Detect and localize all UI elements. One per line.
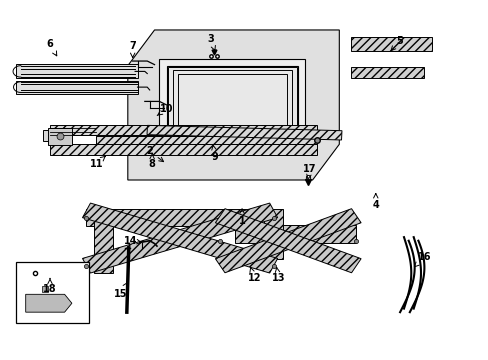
Text: 3: 3: [206, 34, 215, 50]
Polygon shape: [264, 208, 283, 258]
Polygon shape: [96, 136, 317, 144]
Text: 2: 2: [146, 147, 163, 162]
Polygon shape: [234, 225, 356, 243]
Polygon shape: [42, 130, 57, 141]
Polygon shape: [215, 209, 360, 273]
Text: 10: 10: [157, 104, 173, 116]
Polygon shape: [26, 294, 72, 312]
Text: 16: 16: [413, 252, 430, 267]
Polygon shape: [94, 208, 113, 273]
Polygon shape: [50, 144, 317, 155]
Text: 14: 14: [123, 236, 141, 246]
Text: 8: 8: [148, 153, 155, 169]
Text: 13: 13: [271, 267, 285, 283]
Polygon shape: [351, 37, 431, 51]
Text: 17: 17: [303, 164, 316, 180]
Polygon shape: [47, 128, 72, 145]
Polygon shape: [127, 30, 339, 180]
Polygon shape: [82, 203, 277, 273]
Polygon shape: [166, 66, 297, 144]
Polygon shape: [16, 64, 137, 78]
Text: 1: 1: [238, 209, 245, 226]
Polygon shape: [50, 125, 317, 135]
Bar: [16, 262, 89, 323]
Text: 15: 15: [114, 283, 127, 299]
Text: 5: 5: [390, 36, 403, 51]
Polygon shape: [82, 203, 277, 273]
Polygon shape: [215, 209, 360, 273]
Polygon shape: [351, 67, 424, 78]
Text: 18: 18: [43, 278, 57, 294]
Text: 9: 9: [211, 145, 218, 162]
Polygon shape: [147, 125, 341, 140]
Text: 7: 7: [129, 41, 136, 58]
Text: 11: 11: [89, 156, 105, 169]
Polygon shape: [159, 59, 305, 152]
Polygon shape: [16, 81, 137, 94]
Text: 4: 4: [372, 194, 378, 210]
Text: 12: 12: [247, 267, 261, 283]
Text: 6: 6: [46, 39, 57, 56]
Polygon shape: [86, 208, 254, 226]
